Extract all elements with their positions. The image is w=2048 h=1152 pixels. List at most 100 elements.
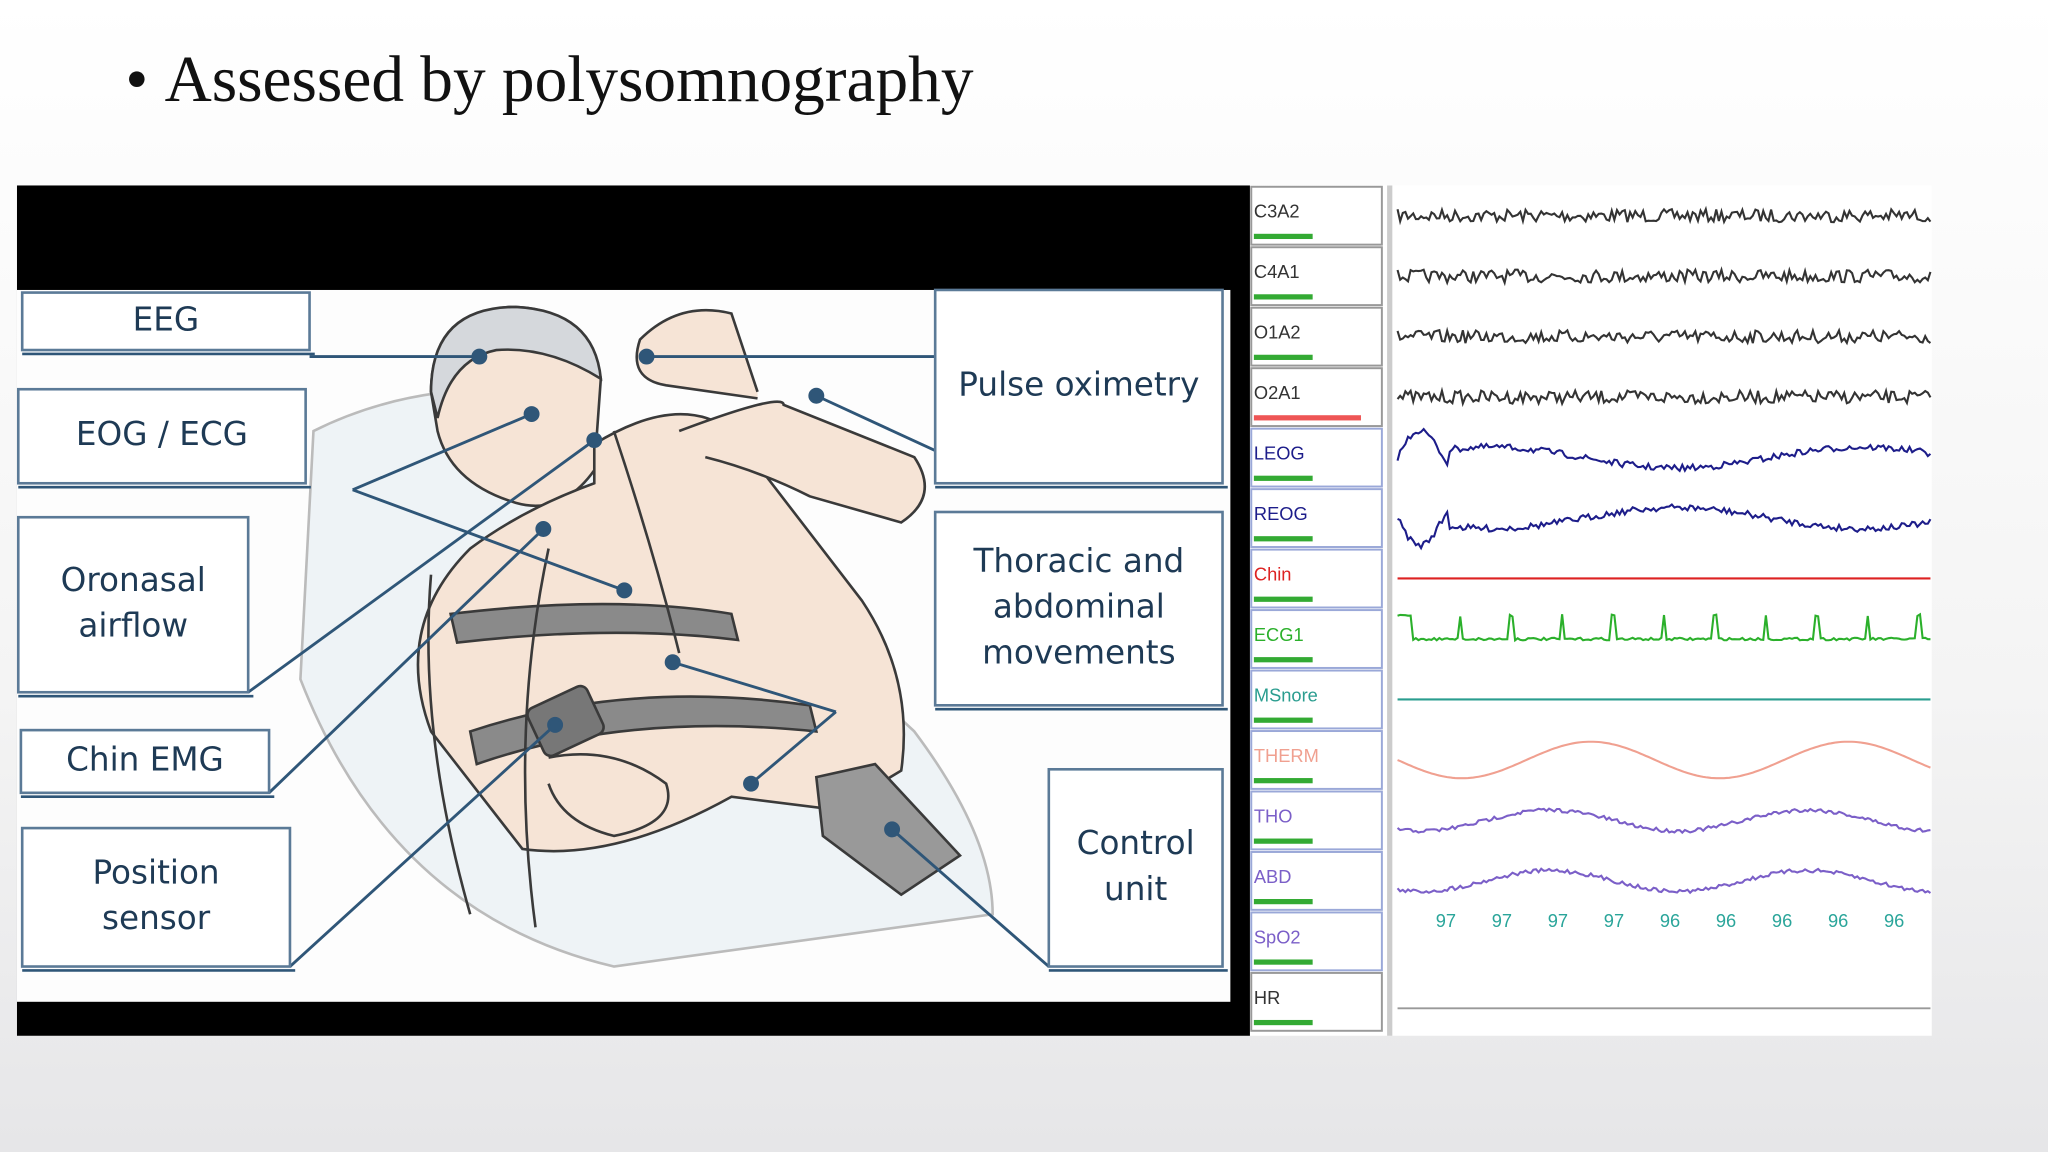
trace <box>1396 427 1932 473</box>
connector <box>268 527 545 794</box>
label-line: Chin EMG <box>66 740 224 778</box>
connector <box>815 394 936 452</box>
connector <box>352 412 533 492</box>
channel-level <box>1253 899 1313 905</box>
label-line: Pulse oximetry <box>958 366 1199 404</box>
channel-label: MSnore <box>1254 685 1318 706</box>
label-line: movements <box>982 633 1176 671</box>
label-line: Position <box>93 853 220 891</box>
label-text: EOG / ECG <box>76 415 248 453</box>
label-line: airflow <box>78 607 188 645</box>
channel-label: C4A1 <box>1254 261 1300 282</box>
trace <box>1396 386 1932 408</box>
sensor-dot <box>535 521 552 537</box>
sensor-dot <box>471 348 488 365</box>
trace <box>1396 266 1932 287</box>
label-box <box>1047 767 1224 968</box>
sensor-dot <box>808 387 825 404</box>
channel-label: SpO2 <box>1254 926 1301 947</box>
spo2-value: 97 <box>1604 910 1624 931</box>
channel-level <box>1253 717 1313 723</box>
channel-level <box>1253 233 1313 240</box>
sensor-dot <box>664 654 681 671</box>
channel-level <box>1253 1019 1313 1026</box>
connector <box>288 723 557 968</box>
channel-level <box>1253 354 1313 360</box>
trace <box>1397 740 1931 780</box>
label-text: Pulse oximetry <box>958 366 1199 404</box>
connector <box>247 439 596 694</box>
sensor-dot <box>638 348 655 365</box>
channel-label: O2A1 <box>1254 382 1301 403</box>
channel-label: THERM <box>1254 745 1319 766</box>
sensor-dot <box>586 432 603 449</box>
channel-label: HR <box>1254 987 1280 1008</box>
spo2-value: 96 <box>1884 910 1904 931</box>
connector <box>750 710 837 785</box>
spo2-value: 96 <box>1772 910 1792 931</box>
channel-label: Chin <box>1254 564 1292 585</box>
label-line: EOG / ECG <box>76 415 248 453</box>
channel-label: THO <box>1254 805 1293 826</box>
channel-level <box>1253 838 1313 844</box>
label-text: Oronasal airflow <box>61 561 206 645</box>
label-line: Control <box>1077 824 1195 862</box>
channel-level <box>1253 294 1313 300</box>
label-line: unit <box>1104 870 1167 908</box>
label-text: Control unit <box>1077 824 1195 908</box>
channel-label: O1A2 <box>1254 322 1301 343</box>
spo2-value: 97 <box>1548 910 1568 931</box>
label-box <box>20 291 311 352</box>
connectors <box>247 348 1050 968</box>
sensor-dot <box>884 821 901 838</box>
label-line: EEG <box>133 300 200 338</box>
trace <box>1396 807 1931 835</box>
label-box <box>20 826 292 968</box>
channel-level <box>1253 475 1313 481</box>
trace <box>1397 612 1931 643</box>
label-line: Thoracic and <box>972 542 1184 580</box>
bullet: • <box>125 44 148 116</box>
channel-level <box>1253 415 1361 421</box>
channel-label: LEOG <box>1254 443 1305 464</box>
label-text: Chin EMG <box>66 740 224 778</box>
label-box <box>933 288 1224 485</box>
channel-level <box>1253 596 1313 602</box>
trace <box>1396 326 1932 346</box>
spo2-value: 96 <box>1660 910 1680 931</box>
label-text: EEG <box>133 300 200 338</box>
sensor-dot <box>616 582 633 599</box>
channel-level <box>1253 959 1313 965</box>
channel-label: ABD <box>1254 866 1292 887</box>
label-box <box>16 515 250 694</box>
spo2-value: 96 <box>1828 910 1848 931</box>
channel-level <box>1253 536 1313 542</box>
label-text: Position sensor <box>93 853 220 937</box>
label-text: Thoracic and abdominal movements <box>972 542 1184 671</box>
spo2-value: 97 <box>1492 910 1512 931</box>
label-line: sensor <box>102 899 211 937</box>
connector <box>672 660 837 714</box>
trace <box>1396 205 1932 226</box>
sensor-dot <box>743 775 759 792</box>
spo2-value: 97 <box>1436 910 1456 931</box>
label-box <box>16 387 307 485</box>
channel-label: REOG <box>1254 503 1308 524</box>
label-box <box>933 510 1224 707</box>
label-line: abdominal <box>993 588 1165 626</box>
label-box <box>19 728 271 795</box>
spo2-value: 96 <box>1716 910 1736 931</box>
channel-level <box>1253 657 1313 663</box>
channel-level <box>1253 778 1313 784</box>
connector <box>891 828 1050 968</box>
channel-label: C3A2 <box>1254 201 1300 222</box>
slide-title: Assessed by polysomnography <box>165 44 974 116</box>
trace <box>1396 867 1932 895</box>
channel-label: ECG1 <box>1254 624 1304 645</box>
sensor-dot <box>523 406 540 423</box>
trace <box>1397 503 1932 551</box>
sensor-dot <box>547 716 564 733</box>
connector <box>352 488 625 592</box>
